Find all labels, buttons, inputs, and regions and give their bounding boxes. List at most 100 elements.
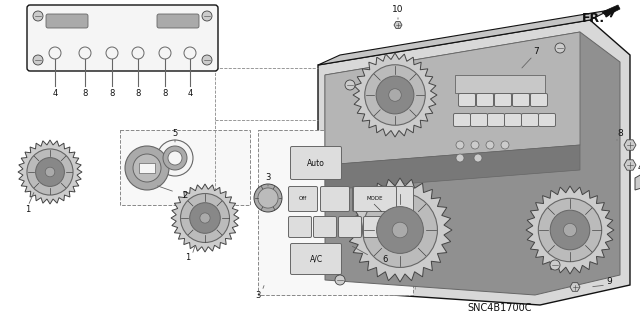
FancyBboxPatch shape xyxy=(488,114,504,127)
Circle shape xyxy=(471,141,479,149)
Polygon shape xyxy=(394,22,402,28)
Bar xyxy=(455,75,545,93)
Text: 9: 9 xyxy=(606,278,612,286)
Circle shape xyxy=(163,146,187,170)
Polygon shape xyxy=(325,145,580,190)
Polygon shape xyxy=(526,186,614,274)
Polygon shape xyxy=(318,20,630,305)
FancyBboxPatch shape xyxy=(321,187,349,211)
FancyBboxPatch shape xyxy=(470,114,488,127)
Circle shape xyxy=(202,11,212,21)
Text: Off: Off xyxy=(299,197,307,202)
Text: 8: 8 xyxy=(163,90,168,99)
FancyBboxPatch shape xyxy=(477,93,493,107)
Polygon shape xyxy=(570,283,580,291)
Circle shape xyxy=(27,149,73,195)
Text: 2: 2 xyxy=(182,190,188,199)
FancyBboxPatch shape xyxy=(353,187,381,211)
FancyBboxPatch shape xyxy=(522,114,538,127)
Circle shape xyxy=(254,184,282,212)
Text: 5: 5 xyxy=(172,129,178,137)
Circle shape xyxy=(45,167,55,177)
Bar xyxy=(120,130,250,205)
FancyBboxPatch shape xyxy=(157,14,199,28)
Text: 7: 7 xyxy=(533,48,539,56)
Text: 8: 8 xyxy=(83,90,88,99)
Circle shape xyxy=(36,158,65,186)
Circle shape xyxy=(555,43,565,53)
Circle shape xyxy=(345,80,355,90)
Circle shape xyxy=(456,154,464,162)
Text: 8: 8 xyxy=(109,90,115,99)
Circle shape xyxy=(33,11,43,21)
FancyBboxPatch shape xyxy=(291,146,342,180)
Text: 1: 1 xyxy=(186,254,191,263)
FancyBboxPatch shape xyxy=(339,217,362,238)
Polygon shape xyxy=(318,10,610,65)
Circle shape xyxy=(200,213,210,223)
Circle shape xyxy=(258,188,278,208)
Polygon shape xyxy=(353,53,437,137)
Text: 6: 6 xyxy=(382,256,388,264)
Circle shape xyxy=(157,140,193,176)
Circle shape xyxy=(376,76,414,114)
Circle shape xyxy=(79,47,91,59)
Polygon shape xyxy=(325,32,620,295)
Circle shape xyxy=(362,193,438,267)
FancyBboxPatch shape xyxy=(504,114,522,127)
Polygon shape xyxy=(171,184,239,252)
Text: 4: 4 xyxy=(637,164,640,173)
Circle shape xyxy=(189,203,220,233)
Circle shape xyxy=(550,210,590,250)
Text: FR.: FR. xyxy=(582,11,605,25)
Text: Auto: Auto xyxy=(307,159,325,167)
FancyBboxPatch shape xyxy=(385,187,413,211)
Text: MODE: MODE xyxy=(367,197,383,202)
Text: 4: 4 xyxy=(188,90,193,99)
FancyBboxPatch shape xyxy=(495,93,511,107)
Circle shape xyxy=(106,47,118,59)
Text: SNC4B1700C: SNC4B1700C xyxy=(468,303,532,313)
Circle shape xyxy=(202,55,212,65)
Circle shape xyxy=(376,207,424,253)
Circle shape xyxy=(538,198,602,262)
Text: A/C: A/C xyxy=(309,255,323,263)
Circle shape xyxy=(159,47,171,59)
Polygon shape xyxy=(624,140,636,150)
Circle shape xyxy=(132,47,144,59)
Circle shape xyxy=(180,194,230,242)
Text: 8: 8 xyxy=(617,129,623,137)
FancyBboxPatch shape xyxy=(388,217,412,238)
FancyBboxPatch shape xyxy=(46,14,88,28)
FancyBboxPatch shape xyxy=(289,187,317,211)
Polygon shape xyxy=(139,163,155,173)
FancyBboxPatch shape xyxy=(289,217,312,238)
FancyBboxPatch shape xyxy=(364,217,387,238)
Circle shape xyxy=(184,47,196,59)
Text: 3: 3 xyxy=(255,291,260,300)
Circle shape xyxy=(125,146,169,190)
Bar xyxy=(258,130,413,295)
FancyBboxPatch shape xyxy=(291,243,342,275)
Circle shape xyxy=(388,89,401,101)
Circle shape xyxy=(49,47,61,59)
Polygon shape xyxy=(325,32,580,165)
FancyBboxPatch shape xyxy=(531,93,547,107)
Circle shape xyxy=(456,141,464,149)
Circle shape xyxy=(486,141,494,149)
Text: 3: 3 xyxy=(266,174,271,182)
Circle shape xyxy=(33,55,43,65)
Circle shape xyxy=(563,223,577,237)
Text: 4: 4 xyxy=(52,90,58,99)
Circle shape xyxy=(133,154,161,182)
Polygon shape xyxy=(624,160,636,170)
FancyBboxPatch shape xyxy=(353,187,397,211)
Circle shape xyxy=(335,275,345,285)
Polygon shape xyxy=(348,178,452,282)
FancyBboxPatch shape xyxy=(454,114,470,127)
Text: 10: 10 xyxy=(392,5,404,14)
FancyBboxPatch shape xyxy=(513,93,529,107)
Circle shape xyxy=(550,260,560,270)
Circle shape xyxy=(365,65,425,125)
FancyBboxPatch shape xyxy=(314,217,337,238)
